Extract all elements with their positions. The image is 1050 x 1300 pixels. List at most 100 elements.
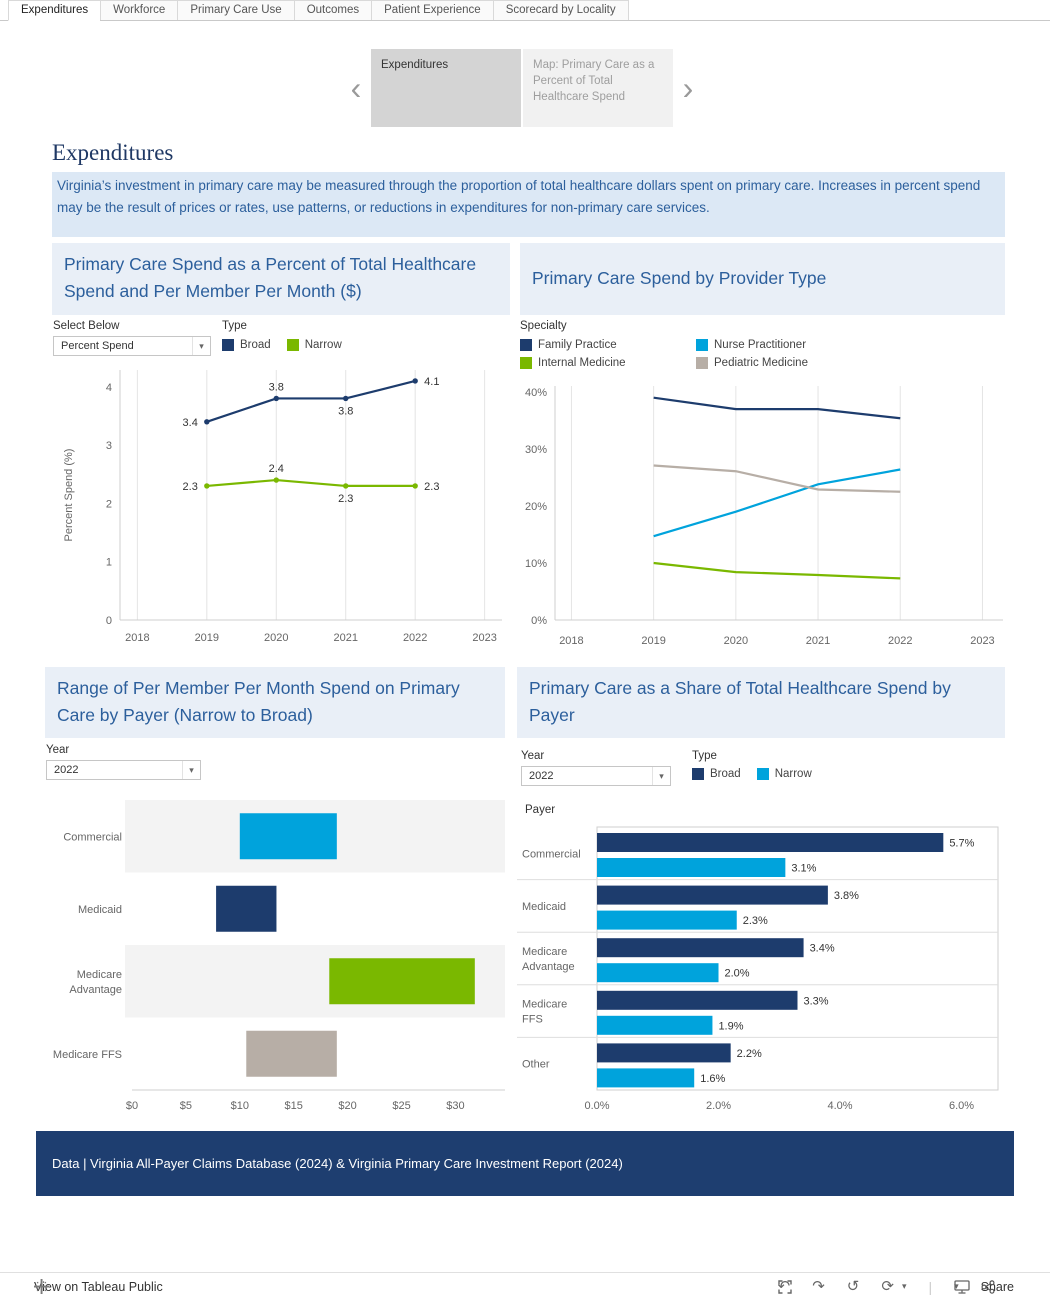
data-label: 2.4 — [269, 463, 284, 475]
data-point[interactable] — [204, 483, 210, 489]
bar-other-broad[interactable] — [597, 1043, 731, 1063]
refresh-icon[interactable]: ⟳ — [881, 1278, 894, 1295]
x-tick-label: 4.0% — [827, 1100, 852, 1112]
tab-outcomes[interactable]: Outcomes — [293, 0, 372, 20]
x-tick-label: 2019 — [195, 632, 219, 644]
data-label: 3.8 — [269, 381, 284, 393]
x-tick-label: $5 — [180, 1100, 192, 1112]
data-label: 2.3 — [338, 493, 353, 505]
legend-label: Narrow — [774, 768, 812, 780]
story-navigator: ‹ Expenditures Map: Primary Care as a Per… — [346, 48, 698, 128]
story-point-map-primary-care-as-[interactable]: Map: Primary Care as a Percent of Total … — [523, 49, 673, 127]
legend-item-narrow[interactable]: Narrow — [756, 768, 812, 780]
data-point[interactable] — [343, 483, 349, 489]
y-tick-label: 4 — [106, 382, 112, 394]
y-tick-label: 3 — [106, 440, 112, 452]
x-tick-label: 2021 — [806, 635, 830, 647]
redo-icon[interactable]: ↷ — [812, 1278, 825, 1295]
legend-items: Family Practice Nurse Practitioner Interna… — [520, 339, 856, 369]
x-tick-label: 2023 — [472, 632, 496, 644]
measure-dropdown[interactable]: Percent Spend ▾ — [53, 336, 211, 356]
fullscreen-icon[interactable] — [777, 1279, 792, 1294]
series-line-pediatric-medicine[interactable] — [653, 464, 901, 493]
bar-commercial-narrow[interactable] — [597, 858, 786, 877]
data-point[interactable] — [204, 419, 210, 425]
y-tick-label: 40% — [525, 387, 547, 399]
refresh-menu-caret-icon[interactable]: ▾ — [901, 1281, 907, 1291]
share-label: Share — [980, 1279, 1014, 1294]
legend-swatch — [696, 357, 708, 369]
story-point-expenditures[interactable]: Expenditures — [371, 49, 521, 127]
legend-items: Broad Narrow — [692, 768, 812, 780]
category-label: Other — [522, 1059, 550, 1071]
chart-pmpm-range-bar: Commercial Medicaid Medicare Advantage Medic… — [53, 800, 505, 1112]
data-point[interactable] — [273, 477, 279, 483]
legend-items: Broad Narrow — [222, 339, 342, 351]
series-line-nurse-practitioner[interactable] — [653, 468, 901, 538]
legend-item-broad[interactable]: Broad — [692, 768, 741, 780]
bar-value-label: 2.2% — [737, 1048, 762, 1060]
panel-title-pmpm-range: Range of Per Member Per Month Spend on P… — [45, 667, 505, 738]
share-button[interactable]: Share — [981, 1280, 1014, 1294]
year-filter: Year 2022 ▾ — [521, 750, 671, 786]
data-point[interactable] — [412, 483, 418, 489]
tab-primary-care-use[interactable]: Primary Care Use — [177, 0, 294, 20]
series-line-broad[interactable] — [206, 379, 416, 423]
reset-icon[interactable]: ↺ — [846, 1278, 860, 1295]
undo-icon[interactable]: ↶ — [777, 1278, 791, 1295]
tab-workforce[interactable]: Workforce — [100, 0, 178, 20]
x-tick-label: 0.0% — [584, 1100, 609, 1112]
x-tick-label: 2019 — [641, 635, 665, 647]
series-line-family-practice[interactable] — [653, 396, 901, 420]
tab-scorecard-by-locality[interactable]: Scorecard by Locality — [492, 0, 629, 20]
bar-value-label: 1.9% — [718, 1020, 743, 1032]
data-label: 3.8 — [338, 405, 353, 417]
bar-medicaid-broad[interactable] — [597, 885, 828, 905]
series-line-internal-medicine[interactable] — [653, 561, 901, 580]
year-dropdown[interactable]: 2022 ▾ — [521, 766, 671, 786]
tab-expenditures[interactable]: Expenditures — [8, 0, 101, 21]
bar-medicare-ffs-narrow[interactable] — [597, 1015, 713, 1035]
legend-item-pediatric-medicine[interactable]: Pediatric Medicine — [696, 357, 856, 369]
legend-item-family-practice[interactable]: Family Practice — [520, 339, 680, 351]
data-point[interactable] — [343, 395, 349, 402]
bar-commercial-broad[interactable] — [597, 833, 944, 852]
bar-medicare-advantage-broad[interactable] — [597, 938, 804, 958]
device-menu-caret-icon[interactable]: ▾ — [954, 1281, 959, 1291]
legend-title: Specialty — [520, 320, 567, 332]
bar-value-label: 3.3% — [804, 995, 829, 1007]
data-point[interactable] — [273, 395, 279, 402]
range-bar-commercial[interactable] — [239, 813, 337, 860]
legend-item-narrow[interactable]: Narrow — [286, 339, 342, 351]
chevron-down-icon: ▾ — [182, 761, 200, 779]
tableau-logo-icon — [34, 1279, 49, 1294]
story-prev-icon[interactable]: ‹ — [350, 70, 362, 106]
story-next-icon[interactable]: › — [682, 70, 694, 106]
data-source-text: Data | Virginia All-Payer Claims Databas… — [52, 1156, 623, 1171]
series-line-narrow[interactable] — [206, 478, 416, 488]
range-bar-medicare-ffs[interactable] — [246, 1030, 337, 1077]
category-label: Medicare — [77, 969, 122, 981]
category-label: Medicaid — [522, 901, 566, 913]
legend-item-internal-medicine[interactable]: Internal Medicine — [520, 357, 680, 369]
data-point[interactable] — [412, 378, 418, 384]
range-bar-medicare-advantage[interactable] — [329, 958, 475, 1005]
device-layout-icon[interactable] — [954, 1279, 970, 1294]
bar-medicare-ffs-broad[interactable] — [597, 990, 798, 1010]
legend-label: Pediatric Medicine — [714, 357, 808, 369]
x-tick-label: 2022 — [888, 635, 912, 647]
measure-filter: Select Below Percent Spend ▾ — [53, 320, 211, 356]
tab-patient-experience[interactable]: Patient Experience — [371, 0, 493, 20]
view-on-tableau-link[interactable]: View on Tableau Public — [34, 1279, 163, 1294]
year-dropdown-value: 2022 — [54, 764, 79, 776]
chart-share-by-payer-bar: 5.7% 3.1% Commercial 3.8% 2.3% Medicaid 3.4% 2.… — [517, 826, 999, 1112]
x-tick-label: 2020 — [724, 635, 748, 647]
bar-medicaid-narrow[interactable] — [597, 910, 737, 930]
legend-item-nurse-practitioner[interactable]: Nurse Practitioner — [696, 339, 856, 351]
range-bar-medicaid[interactable] — [216, 885, 277, 932]
year-dropdown[interactable]: 2022 ▾ — [46, 760, 201, 780]
bar-other-narrow[interactable] — [597, 1068, 695, 1088]
bar-medicare-advantage-narrow[interactable] — [597, 963, 719, 983]
legend-item-broad[interactable]: Broad — [222, 339, 271, 351]
